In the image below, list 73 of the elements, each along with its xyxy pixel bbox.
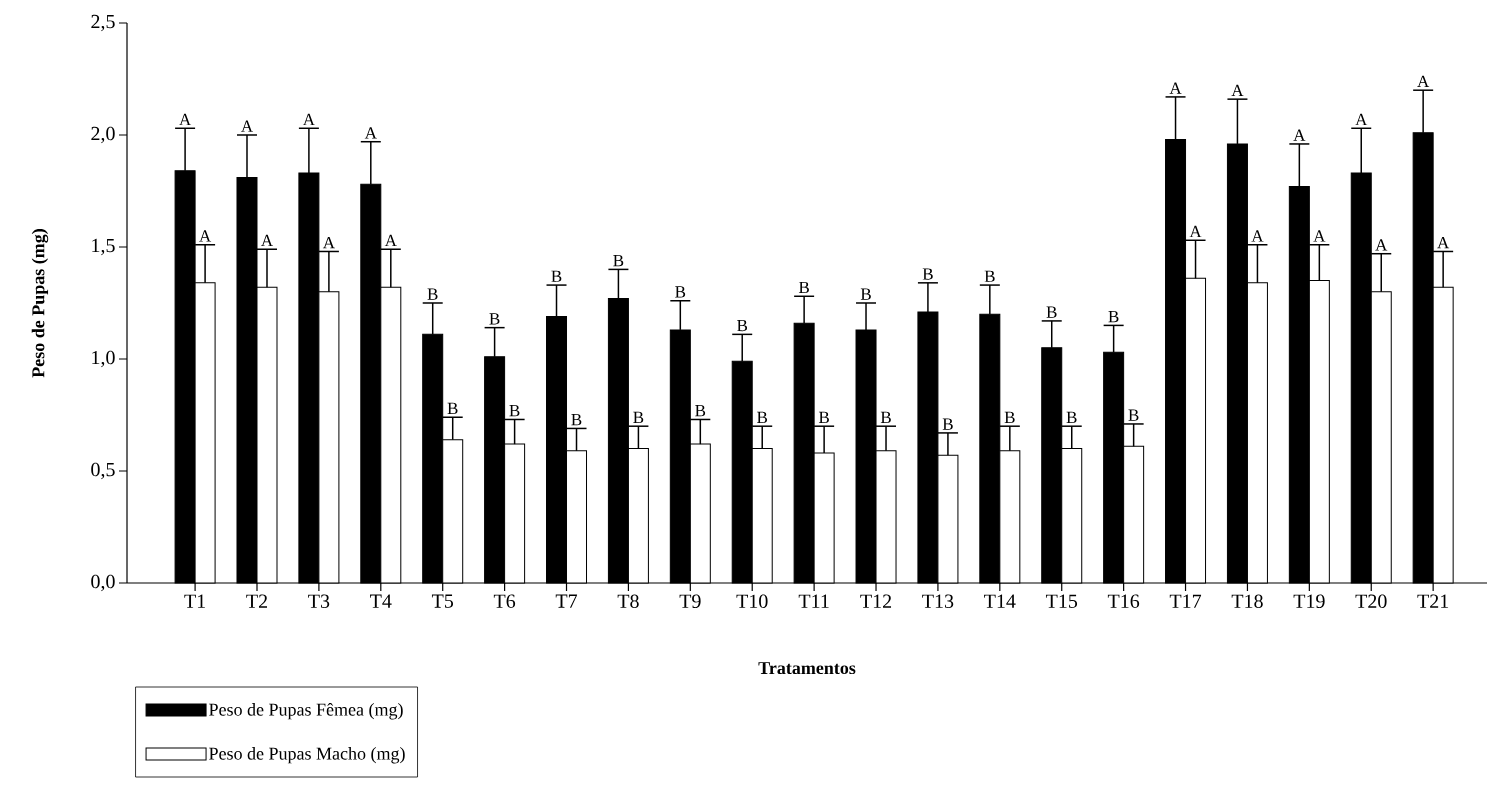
x-tick-label: T7	[555, 594, 578, 608]
annotation: B	[509, 405, 520, 417]
y-tick-label: 1,5	[92, 238, 115, 256]
x-tick-label: T8	[617, 594, 639, 609]
y-tick-label: 2,0	[91, 126, 115, 144]
x-axis-title: Tratamentos	[758, 662, 856, 675]
annotation: A	[364, 127, 377, 139]
x-tick-label: T3	[308, 594, 330, 608]
annotation: B	[880, 411, 891, 423]
annotation: A	[302, 113, 315, 126]
annotation: B	[798, 281, 809, 294]
annotation: A	[1313, 230, 1326, 242]
annotation: B	[737, 319, 748, 332]
annotation: B	[818, 411, 829, 423]
x-tick-label: T4	[370, 594, 392, 608]
x-tick-label: T9	[679, 594, 701, 608]
annotation: B	[1004, 411, 1015, 423]
annotation: A	[241, 120, 254, 132]
y-tick-label: 1,0	[92, 350, 115, 368]
annotation: A	[1189, 225, 1202, 238]
annotation: B	[922, 268, 933, 280]
annotation: B	[1108, 311, 1119, 323]
annotation: A	[1437, 237, 1450, 249]
x-tick-label: T16	[1107, 594, 1140, 608]
annotation: A	[1417, 75, 1430, 87]
annotation: A	[1293, 129, 1306, 141]
y-tick-label: 0,5	[91, 462, 115, 480]
annotation: A	[322, 237, 335, 249]
x-tick-label: T13	[922, 594, 954, 608]
annotation: B	[1046, 306, 1057, 318]
x-tick-label: T21	[1417, 594, 1449, 608]
x-tick-label: T5	[431, 594, 454, 608]
annotation: A	[179, 113, 192, 126]
legend-label: Peso de Pupas Fêmea (mg)	[209, 702, 403, 720]
annotation: A	[384, 234, 397, 247]
annotation: A	[199, 230, 212, 242]
annotation: B	[613, 255, 624, 267]
annotation: B	[427, 288, 438, 300]
annotation: B	[860, 288, 871, 300]
annotation: A	[261, 234, 274, 247]
x-tick-label: T1	[184, 594, 205, 608]
y-tick-label: 2,5	[91, 14, 115, 32]
x-tick-label: T15	[1045, 594, 1078, 608]
annotation: B	[571, 414, 582, 426]
annotation: B	[447, 402, 458, 415]
x-tick-label: T19	[1293, 594, 1325, 608]
annotation: A	[1355, 113, 1368, 126]
x-tick-label: T10	[736, 594, 768, 609]
annotation: A	[1251, 230, 1264, 242]
y-axis-title: Peso de Pupas (mg)	[31, 229, 49, 378]
y-tick-label: 0,0	[91, 574, 115, 592]
x-tick-label: T6	[493, 594, 516, 608]
annotation: B	[633, 411, 644, 423]
x-tick-label: T17	[1169, 594, 1202, 608]
annotation: B	[1066, 411, 1077, 423]
x-tick-label: T12	[860, 594, 892, 608]
x-tick-label: T11	[798, 594, 829, 608]
annotation: B	[1128, 409, 1139, 421]
annotation: A	[1169, 82, 1182, 94]
annotation: B	[757, 411, 768, 423]
legend-label: Peso de Pupas Macho (mg)	[209, 747, 405, 764]
annotation: B	[942, 418, 953, 430]
annotation: B	[551, 270, 562, 282]
annotation: A	[1375, 239, 1388, 251]
annotation: A	[1231, 84, 1244, 96]
annotation: B	[489, 313, 500, 325]
x-tick-label: T14	[984, 594, 1016, 608]
x-tick-label: T20	[1355, 594, 1387, 609]
annotation: B	[984, 270, 995, 282]
x-tick-label: T18	[1231, 594, 1263, 609]
x-tick-label: T2	[246, 594, 267, 608]
annotation: B	[675, 286, 686, 298]
annotation: B	[695, 405, 706, 417]
